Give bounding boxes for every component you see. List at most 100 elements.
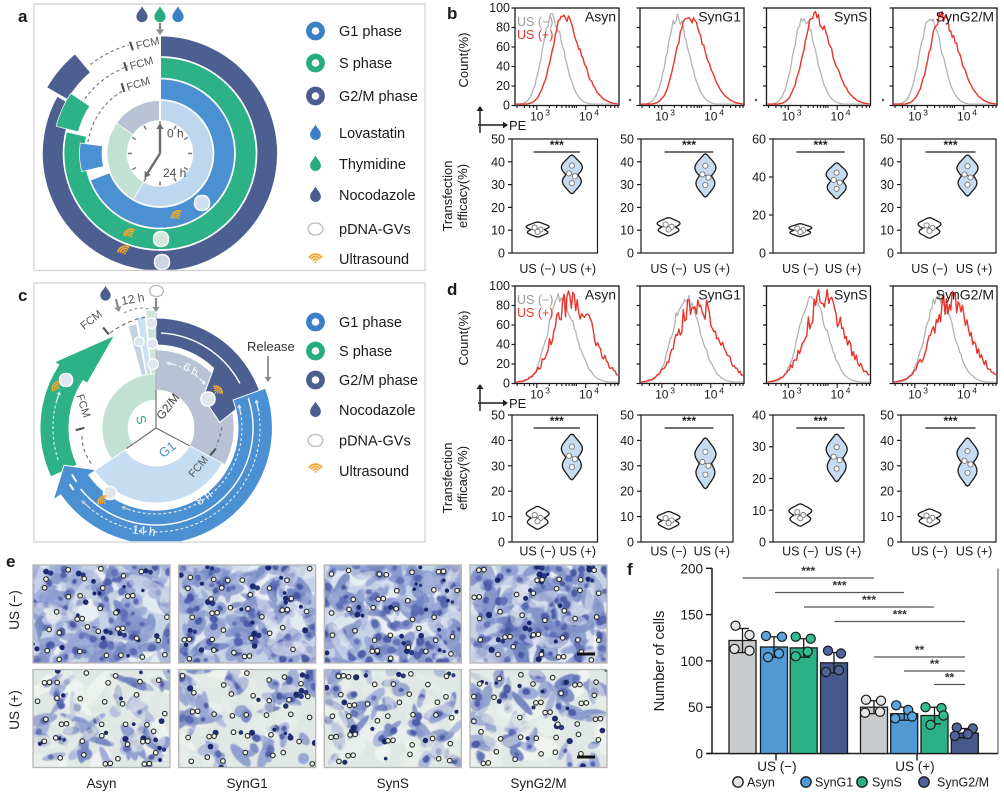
svg-text:0: 0: [627, 536, 634, 550]
svg-text:Release: Release: [247, 339, 295, 354]
svg-text:SynS: SynS: [872, 776, 902, 790]
svg-text:3: 3: [797, 386, 802, 396]
svg-text:10: 10: [880, 510, 894, 524]
svg-text:30: 30: [620, 459, 634, 473]
svg-text:f: f: [627, 560, 633, 579]
svg-text:10: 10: [530, 110, 544, 124]
svg-text:50: 50: [880, 409, 894, 423]
svg-text:3: 3: [670, 108, 675, 118]
svg-text:Lovastatin: Lovastatin: [339, 126, 405, 142]
svg-text:80: 80: [496, 299, 510, 313]
svg-text:30: 30: [620, 178, 634, 192]
svg-text:Count(%): Count(%): [456, 33, 471, 88]
svg-text:Thymidine: Thymidine: [339, 157, 406, 173]
svg-text:4: 4: [846, 108, 851, 118]
svg-text:d: d: [447, 280, 457, 299]
svg-text:0: 0: [887, 536, 894, 550]
svg-text:3: 3: [923, 386, 928, 396]
svg-text:40: 40: [752, 409, 766, 423]
svg-text:100: 100: [489, 279, 510, 293]
svg-text:4: 4: [972, 386, 977, 396]
svg-text:10: 10: [491, 510, 505, 524]
svg-text:US (−): US (−): [517, 15, 553, 29]
svg-text:10: 10: [908, 110, 922, 124]
svg-text:US (−): US (−): [650, 262, 686, 276]
svg-text:0: 0: [759, 247, 766, 261]
svg-text:50: 50: [491, 133, 505, 147]
svg-text:PE: PE: [509, 396, 527, 411]
svg-text:24 h: 24 h: [163, 166, 186, 180]
svg-text:a: a: [18, 7, 28, 26]
svg-text:14 h: 14 h: [131, 522, 156, 539]
svg-text:pDNA-GVs: pDNA-GVs: [339, 222, 411, 238]
svg-text:***: ***: [813, 414, 827, 428]
svg-text:Number of cells: Number of cells: [652, 611, 668, 712]
svg-text:40: 40: [491, 434, 505, 448]
svg-text:US (+): US (+): [7, 690, 22, 729]
svg-text:SynG1: SynG1: [698, 9, 741, 25]
svg-text:SynG2/M: SynG2/M: [936, 9, 994, 25]
svg-text:20: 20: [496, 357, 510, 371]
svg-text:20: 20: [752, 209, 766, 223]
svg-text:40: 40: [620, 434, 634, 448]
svg-text:30: 30: [491, 459, 505, 473]
svg-text:10: 10: [491, 224, 505, 238]
svg-text:***: ***: [893, 608, 907, 622]
svg-text:4: 4: [594, 386, 599, 396]
svg-text:30: 30: [491, 178, 505, 192]
svg-text:60: 60: [496, 318, 510, 332]
svg-text:20: 20: [491, 201, 505, 215]
svg-text:40: 40: [496, 338, 510, 352]
svg-text:10: 10: [831, 388, 845, 402]
svg-text:SynS: SynS: [834, 9, 867, 25]
svg-text:b: b: [447, 4, 457, 23]
svg-text:US (+): US (+): [517, 28, 553, 42]
svg-text:FCM: FCM: [135, 35, 161, 52]
svg-text:US (+): US (+): [694, 262, 730, 276]
svg-text:Count(%): Count(%): [456, 311, 471, 366]
svg-text:10: 10: [957, 388, 971, 402]
svg-text:US (−): US (−): [7, 590, 22, 629]
svg-text:***: ***: [943, 414, 957, 428]
svg-text:US (+): US (+): [560, 262, 596, 276]
svg-text:Asyn: Asyn: [747, 776, 775, 790]
svg-text:US (−): US (−): [911, 545, 947, 559]
svg-text:60: 60: [496, 40, 510, 54]
svg-text:G1 phase: G1 phase: [339, 315, 402, 331]
svg-text:50: 50: [620, 133, 634, 147]
svg-text:G2/M phase: G2/M phase: [339, 373, 418, 389]
svg-text:US (+): US (+): [956, 262, 992, 276]
svg-text:Asyn: Asyn: [585, 287, 616, 303]
svg-text:10: 10: [704, 388, 718, 402]
svg-text:Transfection: Transfection: [440, 160, 455, 231]
svg-text:***: ***: [550, 138, 564, 152]
svg-text:US (−): US (−): [782, 545, 818, 559]
svg-text:150: 150: [680, 608, 703, 623]
svg-text:30: 30: [752, 440, 766, 454]
svg-text:4: 4: [846, 386, 851, 396]
svg-text:***: ***: [813, 138, 827, 152]
svg-text:SynS: SynS: [834, 287, 867, 303]
svg-text:100: 100: [489, 1, 510, 15]
svg-text:0: 0: [498, 247, 505, 261]
svg-text:PE: PE: [509, 118, 527, 133]
svg-text:G2/M phase: G2/M phase: [339, 89, 418, 105]
svg-text:***: ***: [801, 564, 815, 578]
svg-text:4: 4: [719, 386, 724, 396]
svg-text:4: 4: [719, 108, 724, 118]
svg-text:0: 0: [498, 536, 505, 550]
svg-text:c: c: [18, 286, 27, 305]
svg-text:SynG2/M: SynG2/M: [937, 776, 989, 790]
svg-text:40: 40: [496, 60, 510, 74]
svg-text:10: 10: [752, 504, 766, 518]
svg-text:US (−): US (−): [782, 262, 818, 276]
svg-text:10: 10: [530, 388, 544, 402]
svg-text:US (−): US (−): [650, 545, 686, 559]
svg-text:40: 40: [752, 171, 766, 185]
svg-text:40: 40: [880, 155, 894, 169]
svg-text:0: 0: [503, 99, 510, 113]
svg-text:0: 0: [759, 536, 766, 550]
svg-text:10: 10: [620, 510, 634, 524]
svg-text:200: 200: [680, 561, 703, 576]
svg-text:80: 80: [496, 21, 510, 35]
